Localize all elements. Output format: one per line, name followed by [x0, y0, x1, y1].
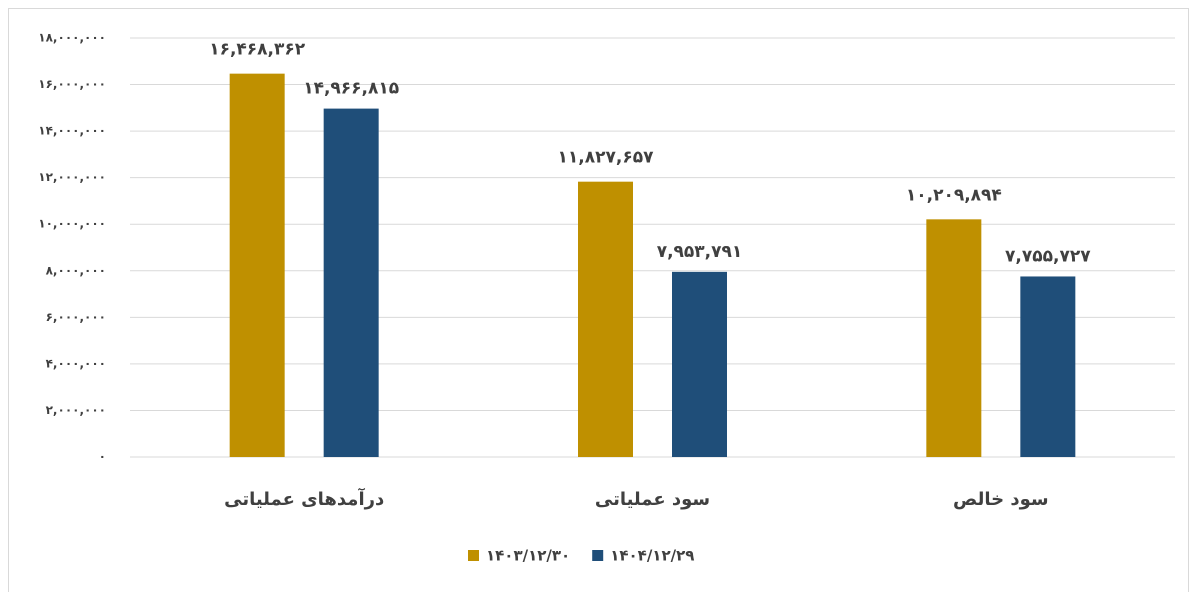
y-tick-label: ۲,۰۰۰,۰۰۰	[46, 403, 106, 417]
y-tick-label: ۱۴,۰۰۰,۰۰۰	[38, 124, 106, 138]
legend-label: ۱۴۰۳/۱۲/۳۰	[486, 547, 570, 565]
y-tick-label: ۱۸,۰۰۰,۰۰۰	[38, 31, 106, 45]
x-tick-label: درآمدهای عملیاتی	[224, 487, 384, 510]
y-tick-label: ۱۲,۰۰۰,۰۰۰	[38, 170, 106, 184]
y-tick-label: ۰	[99, 450, 106, 464]
legend-swatch	[592, 550, 604, 561]
y-tick-label: ۱۰,۰۰۰,۰۰۰	[38, 217, 106, 231]
data-label: ۱۶,۴۶۸,۳۶۲	[209, 40, 306, 60]
y-tick-label: ۸,۰۰۰,۰۰۰	[46, 263, 106, 277]
y-tick-label: ۱۶,۰۰۰,۰۰۰	[38, 77, 106, 91]
data-label: ۱۱,۸۲۷,۶۵۷	[558, 148, 655, 168]
data-label: ۷,۷۵۵,۷۲۷	[1005, 246, 1091, 266]
legend-swatch	[468, 550, 479, 561]
data-label: ۷,۹۵۳,۷۹۱	[657, 242, 743, 262]
x-tick-label: سود خالص	[953, 489, 1049, 510]
x-tick-label: سود عملیاتی	[595, 489, 710, 510]
bar	[229, 73, 285, 457]
data-label: ۱۰,۲۰۹,۸۹۴	[906, 185, 1002, 205]
bar	[1020, 276, 1076, 457]
data-label: ۱۴,۹۶۶,۸۱۵	[303, 79, 399, 99]
bar	[672, 271, 727, 457]
legend-label: ۱۴۰۴/۱۲/۲۹	[610, 547, 694, 565]
bar	[926, 219, 982, 457]
y-tick-label: ۶,۰۰۰,۰۰۰	[46, 310, 106, 324]
y-tick-label: ۴,۰۰۰,۰۰۰	[46, 356, 106, 370]
bar	[323, 108, 379, 457]
bar	[578, 181, 633, 457]
